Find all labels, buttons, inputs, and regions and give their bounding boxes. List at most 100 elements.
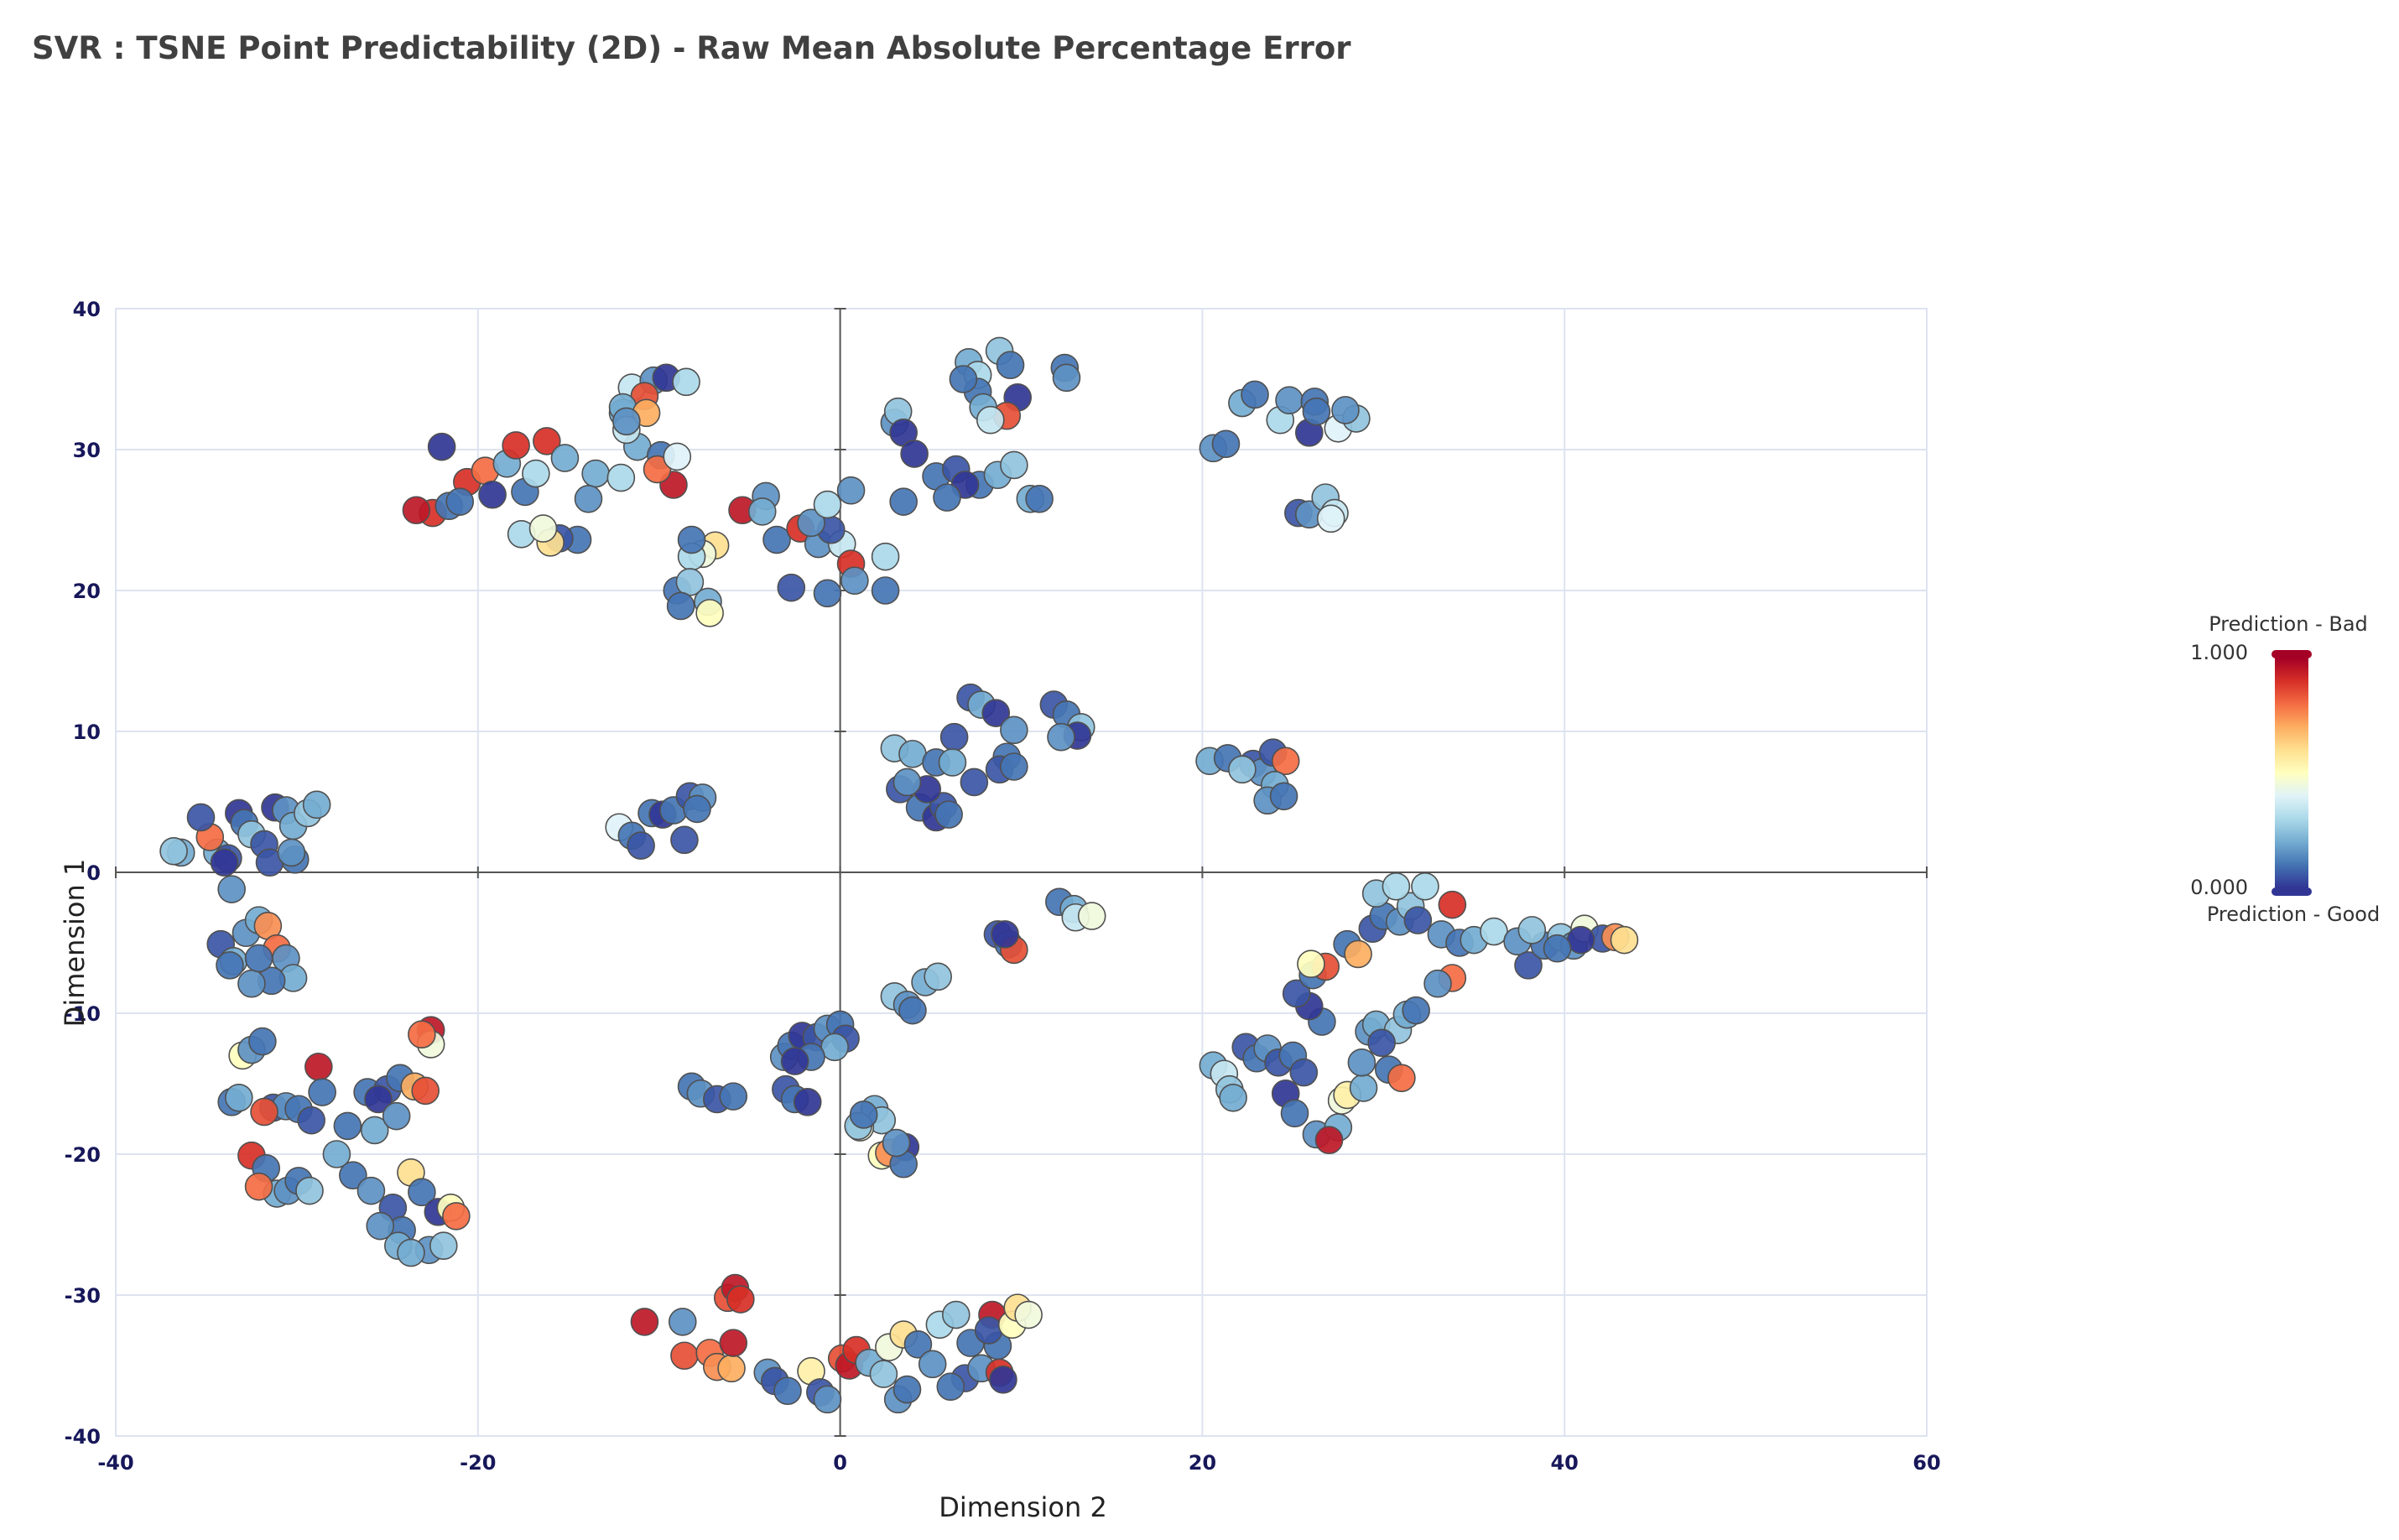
data-point [1331,396,1360,424]
x-tick-label: 0 [833,1451,847,1475]
data-point [797,508,825,538]
colorbar-legend: Prediction - Bad 1.000 0.000 Prediction … [2190,612,2380,926]
data-point [1025,484,1054,513]
data-point [1566,925,1595,955]
data-point [960,767,989,797]
data-point [949,365,978,393]
x-tick-label: -20 [460,1451,496,1475]
data-points [159,336,1639,1414]
data-point [747,497,777,526]
data-point [295,1176,324,1205]
data-point [941,1300,971,1329]
data-point [1402,996,1430,1025]
x-tick-label: 40 [1550,1451,1578,1475]
data-point [244,1172,273,1201]
data-point [1000,752,1028,781]
data-point [1052,363,1081,393]
data-point [936,1372,965,1401]
data-point [939,722,969,752]
data-point [1014,1300,1043,1329]
data-point [892,1375,922,1404]
data-point [666,591,695,621]
data-point [217,875,246,903]
data-point [898,740,927,768]
axes [115,308,1928,1437]
data-point [574,484,603,513]
data-point [1387,1064,1416,1093]
y-tick-label: 0 [86,861,101,885]
data-point [933,483,961,512]
data-point [836,476,866,505]
data-point [277,838,306,867]
data-point [882,1128,911,1158]
data-point [889,487,918,516]
data-point [502,431,530,460]
data-point [663,442,692,471]
data-point [1349,1074,1378,1102]
data-point [1367,1028,1396,1058]
data-point [1297,949,1325,978]
data-point [820,1033,849,1062]
data-point [1438,890,1467,919]
data-point [840,566,869,596]
data-point [522,459,550,488]
x-tick-label: -40 [97,1451,133,1475]
data-point [248,1027,277,1056]
data-point [892,767,922,797]
colorbar-cap-top [2272,650,2312,658]
data-point [981,699,1011,727]
y-tick-label: -30 [65,1284,101,1308]
data-point [938,748,967,777]
data-point [1219,1084,1247,1112]
data-point [777,573,806,602]
data-point [533,427,561,455]
data-point [1280,1099,1309,1128]
data-point [1211,429,1241,459]
data-point [871,576,900,605]
data-point [339,1161,367,1189]
data-point [1344,939,1372,969]
data-point [1610,925,1639,955]
data-point [871,542,900,571]
data-point [159,836,188,866]
data-point [322,1140,351,1168]
data-point [813,490,842,519]
data-point [250,1097,278,1126]
data-point [1347,1048,1376,1077]
data-point [869,1360,898,1388]
x-axis-title: Dimension 2 [939,1491,1107,1523]
data-point [408,1178,436,1207]
data-point [1000,715,1028,745]
data-point [1241,380,1269,409]
colorbar-gradient [2275,658,2308,887]
data-point [726,1285,755,1314]
data-point [991,920,1019,949]
data-point [366,1211,395,1241]
data-point [210,848,239,877]
data-point [903,1330,933,1359]
data-point [1047,722,1075,752]
data-point [762,525,791,554]
data-point [1403,906,1433,934]
y-tick-label: 40 [73,298,101,321]
data-point [670,1341,699,1371]
data-point [427,432,456,461]
data-point [360,1116,389,1145]
data-point [719,1329,748,1357]
data-point [695,599,724,627]
data-point [1269,782,1298,811]
data-point [581,459,610,488]
data-point [550,444,580,472]
data-point [918,1350,947,1379]
data-point [364,1085,393,1114]
data-point [976,405,1005,434]
data-point [411,1076,440,1106]
colorbar-cap-bottom [2272,887,2312,896]
y-tick-label: 10 [73,721,101,744]
data-point [1271,747,1300,776]
data-point [813,579,842,608]
data-point [442,1202,471,1230]
data-point [1000,450,1028,480]
chart-title: SVR : TSNE Point Predictability (2D) - R… [32,30,1351,66]
